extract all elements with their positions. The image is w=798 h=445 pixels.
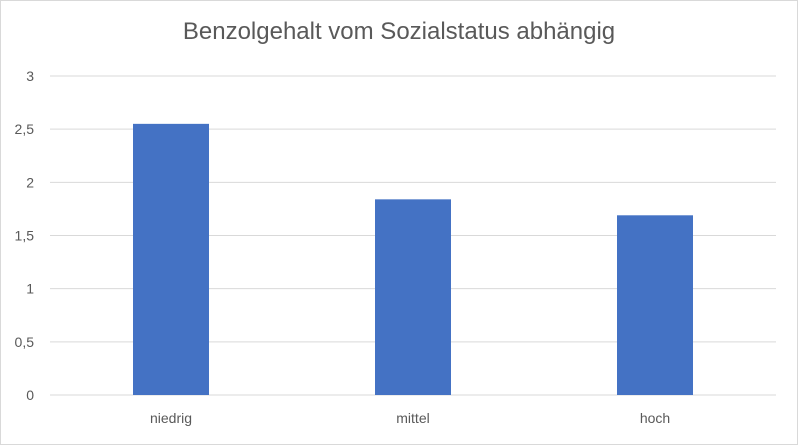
bar-mittel bbox=[375, 199, 451, 395]
y-tick-label: 1,5 bbox=[15, 228, 35, 244]
x-tick-label-niedrig: niedrig bbox=[150, 410, 192, 426]
x-tick-label-hoch: hoch bbox=[640, 410, 670, 426]
bar-niedrig bbox=[133, 123, 209, 395]
bar-hoch bbox=[617, 215, 693, 395]
y-tick-label: 2 bbox=[26, 174, 34, 190]
chart-title: Benzolgehalt vom Sozialstatus abhängig bbox=[182, 18, 616, 45]
y-tick-label: 0 bbox=[26, 387, 34, 403]
x-tick-label-mittel: mittel bbox=[396, 410, 429, 426]
bars bbox=[133, 123, 693, 395]
y-tick-label: 2,5 bbox=[15, 121, 35, 137]
y-tick-label: 0,5 bbox=[15, 334, 35, 350]
x-axis-tick-labels: niedrig mittel hoch bbox=[150, 410, 670, 426]
y-tick-label: 1 bbox=[26, 281, 34, 297]
y-axis-tick-labels: 0 0,5 1 1,5 2 2,5 3 bbox=[15, 68, 35, 403]
y-tick-label: 3 bbox=[26, 68, 34, 84]
